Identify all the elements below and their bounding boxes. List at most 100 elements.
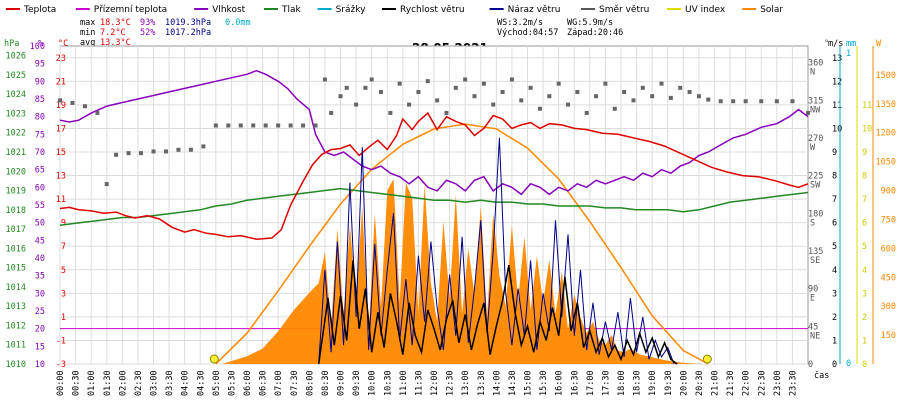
wind-dir-point (537, 106, 542, 111)
tick-time: 12:30 (446, 370, 456, 396)
stat-sunset: Západ:20:46 (567, 28, 623, 38)
tick-solar: 150 (881, 331, 896, 341)
legend-label: Směr větru (599, 5, 649, 15)
tick-humidity: 30 (35, 289, 45, 299)
wind-dir-point (743, 99, 748, 104)
unit-rain: mm (846, 39, 856, 49)
sunset-marker (702, 354, 712, 364)
tick-time: 19:00 (648, 370, 658, 396)
tick-uv: 3 (862, 289, 867, 299)
legend: Teplota Přízemní teplota Vlhkost Tlak Srážky… (6, 5, 783, 15)
wind-dir-point (509, 77, 514, 82)
wind-dir-point (176, 147, 181, 152)
wind-dir-point (650, 94, 655, 99)
pressure-line (59, 187, 809, 226)
tick-time: 12:00 (430, 370, 440, 396)
tick-wind: 1 (832, 336, 837, 346)
tick-time: 21:00 (711, 370, 721, 396)
legend-label: Náraz větru (508, 5, 561, 15)
wind-dir-point (463, 77, 468, 82)
tick-time: 02:30 (134, 370, 144, 396)
tick-time: 10:30 (383, 370, 393, 396)
tick-time: 04:30 (196, 370, 206, 396)
wind-dir-point (226, 123, 231, 128)
tick-wind: 3 (832, 289, 837, 299)
tick-wind-dir-label: S (810, 218, 815, 228)
tick-humidity: 40 (35, 254, 45, 264)
tick-pressure: 1013 (6, 302, 26, 312)
tick-temperature: 23 (56, 54, 66, 64)
tick-pressure: 1017 (6, 225, 26, 235)
wind-dir-point (95, 110, 100, 115)
tick-humidity: 80 (35, 113, 45, 123)
tick-pressure: 1025 (6, 71, 26, 81)
wind-dir-point (104, 182, 109, 187)
tick-time: 10:00 (368, 370, 378, 396)
wind-dir-point (151, 149, 156, 154)
stat-value: min (80, 28, 95, 38)
stats-panel: max 18.3°C 93% 1019.3hPa 0.0mm min 7.2°C 52% 101… (80, 18, 623, 48)
wind-dir-point (369, 77, 374, 82)
legend-label: Tlak (281, 5, 302, 15)
tick-temperature: -3 (56, 360, 66, 370)
wind-dir-point (731, 99, 736, 104)
tick-wind-dir: 90 (808, 285, 818, 295)
humidity-line (59, 69, 809, 196)
wind-dir-point (631, 98, 636, 103)
wind-dir-point (301, 123, 306, 128)
tick-solar: 1050 (876, 158, 896, 168)
tick-wind-dir-label: SE (810, 256, 820, 266)
tick-wind-dir: 225 (808, 172, 823, 182)
tick-humidity: 10 (35, 360, 45, 370)
wind-dir-point (58, 98, 62, 103)
tick-time: 09:30 (352, 370, 362, 396)
tick-wind: 0 (832, 360, 837, 370)
tick-uv: 6 (862, 219, 867, 229)
tick-wind: 11 (832, 101, 842, 111)
stat-sunrise: Východ:04:57 (497, 28, 558, 38)
tick-time: 22:00 (742, 370, 752, 396)
tick-temperature: 5 (61, 266, 66, 276)
tick-uv: 5 (862, 242, 867, 252)
tick-time: 22:30 (757, 370, 767, 396)
stat-wg: WG:5.9m/s (567, 18, 613, 28)
tick-time: 14:00 (492, 370, 502, 396)
wind-dir-point (481, 81, 486, 86)
tick-temperature: 21 (56, 77, 66, 87)
tick-wind-dir-label: NW (810, 105, 821, 115)
tick-humidity: 70 (35, 148, 45, 158)
tick-wind-dir-label: SW (810, 181, 821, 191)
tick-uv: 4 (862, 266, 867, 276)
wind-speed-line (317, 260, 678, 365)
wind-gust-line (318, 137, 675, 365)
legend-label: Srážky (336, 5, 367, 15)
wind-dir-point (566, 102, 571, 107)
stat-value: avg (80, 38, 95, 48)
tick-time: 17:30 (601, 370, 611, 396)
stat-value: 1019.3hPa (165, 18, 211, 28)
tick-temperature: 7 (61, 242, 66, 252)
tick-wind-dir: 45 (808, 322, 818, 332)
wind-dir-point (322, 77, 327, 82)
tick-time: 07:00 (274, 370, 284, 396)
tick-uv: 2 (862, 313, 867, 323)
tick-wind: 13 (832, 54, 842, 64)
tick-humidity: 65 (35, 166, 45, 176)
wind-dir-point (612, 106, 617, 111)
wind-dir-point (718, 99, 723, 104)
tick-pressure: 1010 (6, 360, 26, 370)
wind-dir-point (126, 151, 131, 156)
tick-pressure: 1011 (6, 341, 26, 351)
tick-wind-dir: 180 (808, 209, 823, 219)
wind-dir-point (388, 110, 393, 115)
legend-label: Solar (760, 5, 783, 15)
tick-uv: 10 (862, 124, 872, 134)
tick-time: 11:00 (399, 370, 409, 396)
wind-dir-point (500, 90, 505, 95)
x-unit: čas (814, 370, 829, 381)
tick-solar: 450 (881, 273, 896, 283)
tick-time: 20:00 (679, 370, 689, 396)
tick-time: 01:30 (103, 370, 113, 396)
stat-value: 52% (140, 28, 155, 38)
